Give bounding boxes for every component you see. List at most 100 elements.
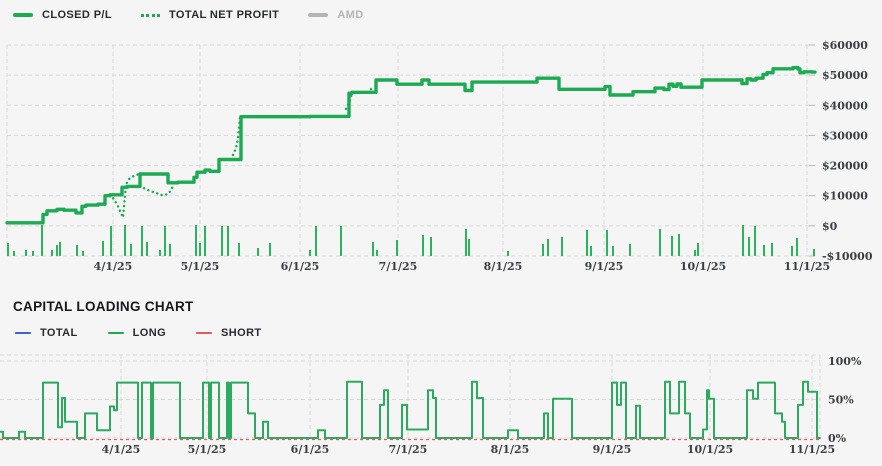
daily-pl-bar[interactable] — [629, 244, 631, 256]
closed-p-l-line[interactable] — [5, 65, 817, 225]
daily-pl-bar[interactable] — [41, 225, 43, 256]
daily-pl-bar[interactable] — [561, 237, 563, 256]
daily-pl-bar[interactable] — [141, 226, 143, 256]
daily-pl-bar[interactable] — [146, 242, 148, 256]
daily-pl-bar[interactable] — [13, 251, 15, 256]
daily-pl-bar[interactable] — [465, 229, 467, 256]
x-tick-label: 8/1/25 — [491, 443, 530, 456]
daily-pl-bar[interactable] — [82, 251, 84, 256]
daily-pl-bar[interactable] — [748, 237, 750, 256]
y-tick-label: $60000 — [822, 39, 868, 52]
x-tick-label: 7/1/25 — [389, 443, 428, 456]
daily-pl-bar[interactable] — [56, 245, 58, 256]
daily-pl-bar[interactable] — [25, 250, 27, 256]
x-tick-label: 11/1/25 — [784, 260, 830, 273]
daily-pl-bar[interactable] — [796, 238, 798, 256]
daily-pl-bar[interactable] — [204, 226, 206, 256]
legend-label-total-net-profit: TOTAL NET PROFIT — [169, 9, 280, 21]
x-tick-label: 10/1/25 — [687, 443, 733, 456]
y-tick-label: $30000 — [822, 129, 868, 142]
y-tick-label: 0% — [828, 432, 847, 445]
daily-pl-bar[interactable] — [32, 251, 34, 256]
daily-pl-bar[interactable] — [372, 242, 374, 256]
daily-pl-bar[interactable] — [694, 250, 696, 256]
daily-pl-bar[interactable] — [130, 244, 132, 256]
daily-pl-bar[interactable] — [678, 234, 680, 256]
daily-pl-bar[interactable] — [606, 230, 608, 256]
daily-pl-bar[interactable] — [542, 244, 544, 256]
x-tick-label: 9/1/25 — [585, 260, 624, 273]
y-tick-label: $10000 — [822, 190, 868, 203]
short-line-swatch-icon — [196, 332, 213, 334]
daily-pl-bar[interactable] — [102, 241, 104, 256]
total-net-profit-dotted-segment[interactable] — [108, 172, 142, 222]
daily-pl-bar[interactable] — [221, 226, 223, 256]
daily-pl-bar[interactable] — [671, 236, 673, 256]
daily-pl-bar[interactable] — [238, 243, 240, 256]
y-tick-label: $0 — [822, 220, 838, 233]
daily-pl-bar[interactable] — [396, 240, 398, 256]
daily-pl-bar[interactable] — [586, 230, 588, 256]
daily-pl-bar[interactable] — [59, 242, 61, 256]
daily-pl-bar[interactable] — [159, 250, 161, 256]
legend-item-amd[interactable]: AMD — [308, 9, 363, 21]
daily-pl-bar[interactable] — [430, 237, 432, 256]
daily-pl-bar[interactable] — [269, 243, 271, 256]
daily-pl-bar[interactable] — [612, 246, 614, 256]
daily-pl-bar[interactable] — [315, 226, 317, 256]
x-tick-label: 6/1/25 — [281, 260, 320, 273]
daily-pl-bar[interactable] — [771, 243, 773, 256]
x-tick-label: 4/1/25 — [94, 260, 133, 273]
long-line[interactable] — [0, 380, 821, 439]
daily-pl-bar[interactable] — [697, 243, 699, 256]
daily-pl-bar[interactable] — [164, 226, 166, 256]
daily-pl-bar[interactable] — [659, 229, 661, 256]
legend-item-total[interactable]: TOTAL — [15, 327, 78, 339]
daily-pl-bar[interactable] — [376, 250, 378, 256]
daily-pl-bar[interactable] — [422, 235, 424, 256]
daily-pl-bar[interactable] — [227, 226, 229, 256]
x-tick-label: 6/1/25 — [291, 443, 330, 456]
y-tick-label: 50% — [828, 394, 854, 407]
daily-pl-bar[interactable] — [763, 245, 765, 256]
y-tick-label: $20000 — [822, 160, 868, 173]
legend-label-total: TOTAL — [40, 327, 78, 339]
daily-pl-bar[interactable] — [590, 246, 592, 256]
total-net-profit-dotted-segment[interactable] — [369, 87, 375, 93]
closed-pl-line-swatch-icon — [13, 13, 33, 17]
daily-pl-bar[interactable] — [199, 243, 201, 256]
daily-pl-bar[interactable] — [195, 225, 197, 256]
y-tick-label: $40000 — [822, 99, 868, 112]
daily-pl-bar[interactable] — [813, 249, 815, 256]
x-tick-label: 7/1/25 — [379, 260, 418, 273]
total-line-swatch-icon — [15, 332, 31, 334]
daily-pl-bar[interactable] — [76, 245, 78, 256]
daily-pl-bar[interactable] — [110, 226, 112, 256]
y-tick-label: 100% — [828, 355, 862, 368]
daily-pl-bar[interactable] — [468, 239, 470, 256]
daily-pl-bar[interactable] — [507, 251, 509, 256]
long-line-swatch-icon — [107, 332, 124, 334]
daily-pl-bar[interactable] — [51, 250, 53, 256]
daily-pl-bar[interactable] — [754, 226, 756, 256]
legend-item-total-net-profit[interactable]: TOTAL NET PROFIT — [141, 9, 279, 21]
x-tick-label: 10/1/25 — [680, 260, 726, 273]
x-tick-label: 4/1/25 — [102, 443, 141, 456]
x-tick-label: 9/1/25 — [593, 443, 632, 456]
pl-chart-legend: CLOSED P/L TOTAL NET PROFIT AMD — [13, 9, 393, 21]
daily-pl-bar[interactable] — [257, 248, 259, 256]
daily-pl-bar[interactable] — [169, 244, 171, 256]
legend-item-short[interactable]: SHORT — [196, 327, 262, 339]
total-net-profit-dotted-segment[interactable] — [142, 181, 176, 197]
daily-pl-bar[interactable] — [309, 250, 311, 256]
legend-item-closed-pl[interactable]: CLOSED P/L — [13, 9, 112, 21]
daily-pl-bar[interactable] — [791, 246, 793, 256]
daily-pl-bar[interactable] — [7, 243, 9, 256]
daily-pl-bar[interactable] — [124, 225, 126, 256]
daily-pl-bar[interactable] — [547, 239, 549, 256]
daily-pl-bar[interactable] — [340, 226, 342, 256]
legend-item-long[interactable]: LONG — [107, 327, 166, 339]
daily-pl-bar[interactable] — [742, 225, 744, 256]
